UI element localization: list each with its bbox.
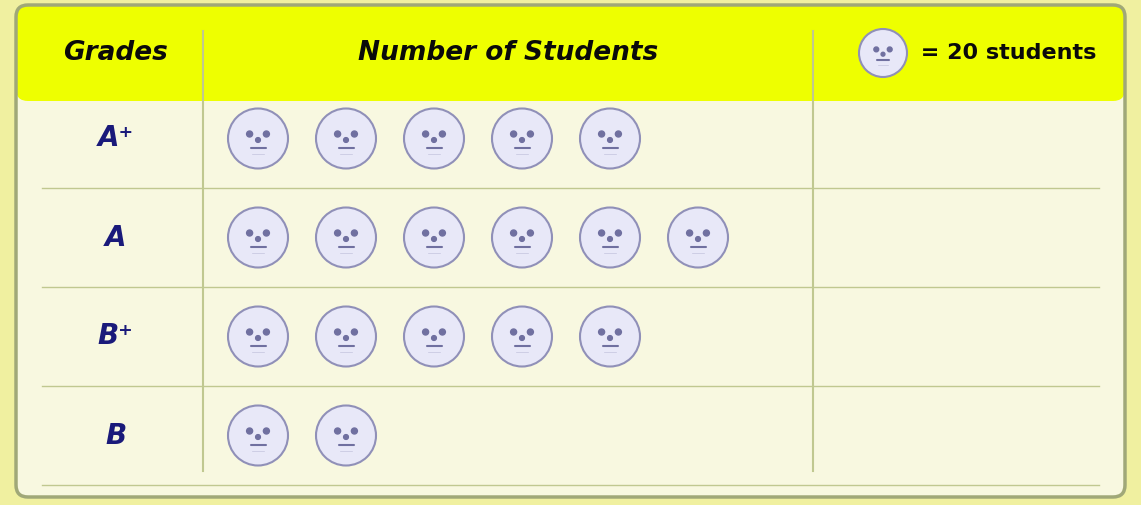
Text: = 20 students: = 20 students (913, 43, 1097, 63)
Circle shape (228, 307, 288, 367)
Circle shape (351, 230, 357, 236)
Circle shape (256, 137, 260, 142)
Circle shape (492, 109, 552, 169)
Circle shape (439, 131, 445, 137)
Circle shape (246, 428, 252, 434)
Circle shape (334, 131, 341, 137)
Circle shape (404, 208, 464, 268)
Circle shape (527, 329, 533, 335)
Circle shape (859, 29, 907, 77)
Text: Grades: Grades (63, 40, 168, 66)
Circle shape (431, 336, 436, 340)
Circle shape (334, 230, 341, 236)
Circle shape (615, 329, 622, 335)
Circle shape (334, 329, 341, 335)
Circle shape (599, 230, 605, 236)
Circle shape (599, 131, 605, 137)
Circle shape (431, 237, 436, 241)
Circle shape (687, 230, 693, 236)
Circle shape (228, 109, 288, 169)
Circle shape (264, 329, 269, 335)
Circle shape (527, 131, 533, 137)
Circle shape (703, 230, 710, 236)
Circle shape (316, 208, 377, 268)
Circle shape (228, 208, 288, 268)
Circle shape (351, 329, 357, 335)
Circle shape (608, 336, 613, 340)
Circle shape (256, 336, 260, 340)
Circle shape (256, 435, 260, 439)
FancyBboxPatch shape (16, 5, 1125, 497)
Circle shape (608, 237, 613, 241)
Circle shape (246, 230, 252, 236)
Circle shape (696, 237, 701, 241)
Circle shape (343, 237, 348, 241)
Circle shape (343, 137, 348, 142)
Circle shape (580, 307, 640, 367)
Circle shape (511, 230, 517, 236)
Circle shape (246, 329, 252, 335)
Circle shape (439, 230, 445, 236)
Circle shape (888, 47, 892, 52)
Circle shape (874, 47, 879, 52)
Circle shape (519, 237, 525, 241)
Circle shape (343, 336, 348, 340)
Circle shape (422, 230, 429, 236)
Circle shape (492, 208, 552, 268)
Circle shape (599, 329, 605, 335)
Circle shape (881, 53, 885, 56)
Circle shape (439, 329, 445, 335)
Circle shape (228, 406, 288, 466)
Circle shape (667, 208, 728, 268)
Text: Number of Students: Number of Students (358, 40, 658, 66)
Circle shape (264, 428, 269, 434)
Circle shape (264, 230, 269, 236)
Text: A⁺: A⁺ (97, 125, 133, 153)
Circle shape (615, 131, 622, 137)
Circle shape (492, 307, 552, 367)
Circle shape (519, 336, 525, 340)
Circle shape (246, 131, 252, 137)
Circle shape (256, 237, 260, 241)
Circle shape (404, 307, 464, 367)
Circle shape (580, 109, 640, 169)
Circle shape (527, 230, 533, 236)
FancyBboxPatch shape (16, 5, 1125, 101)
Circle shape (431, 137, 436, 142)
Circle shape (316, 406, 377, 466)
Circle shape (351, 428, 357, 434)
Circle shape (615, 230, 622, 236)
Circle shape (404, 109, 464, 169)
Text: A: A (105, 224, 127, 251)
Circle shape (351, 131, 357, 137)
Circle shape (519, 137, 525, 142)
Circle shape (264, 131, 269, 137)
Circle shape (343, 435, 348, 439)
Text: B: B (105, 422, 126, 449)
Text: B⁺: B⁺ (98, 323, 133, 350)
Circle shape (608, 137, 613, 142)
Circle shape (316, 307, 377, 367)
Circle shape (422, 329, 429, 335)
Circle shape (334, 428, 341, 434)
Circle shape (511, 329, 517, 335)
Circle shape (422, 131, 429, 137)
Circle shape (511, 131, 517, 137)
Circle shape (580, 208, 640, 268)
Circle shape (316, 109, 377, 169)
